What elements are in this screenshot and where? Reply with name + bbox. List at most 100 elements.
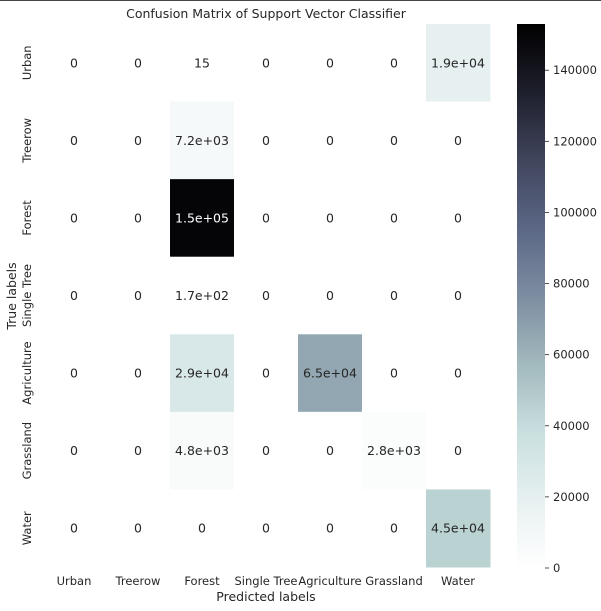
heatmap-cell [362, 256, 427, 335]
heatmap-cell [298, 489, 363, 568]
figure-top-border [0, 0, 601, 1]
heatmap-cell [106, 101, 171, 180]
y-tick-label: Urban [20, 45, 34, 80]
heatmap-annotations: 0 0 15 0 0 0 1.9e+04 0 0 7.2e+03 0 0 0 0 0 0 1.5e+05 0 0 0 0… [70, 55, 485, 535]
y-tick-labels: Urban Treerow Forest Single Tree Agriculture… [20, 45, 34, 545]
cell-annotation: 0 [390, 133, 398, 148]
heatmap-cell [42, 334, 107, 413]
cell-annotation: 0 [70, 288, 78, 303]
cell-annotation: 4.8e+03 [175, 443, 229, 458]
heatmap-cell [298, 179, 363, 258]
cell-annotation: 0 [326, 210, 334, 225]
cell-annotation: 0 [390, 521, 398, 536]
heatmap-cell [106, 489, 171, 568]
cell-annotation: 0 [134, 133, 142, 148]
heatmap-cell [234, 24, 299, 103]
cell-annotation: 0 [70, 521, 78, 536]
heatmap-cell [42, 411, 107, 490]
heatmap-cell [234, 489, 299, 568]
cell-annotation: 0 [326, 55, 334, 70]
cell-annotation: 0 [390, 366, 398, 381]
heatmap-cell [106, 334, 171, 413]
cell-annotation: 0 [134, 55, 142, 70]
colorbar-tick-label: 60000 [553, 348, 590, 362]
heatmap-cell [42, 101, 107, 180]
colorbar-tick-label: 100000 [553, 205, 597, 219]
cell-annotation: 0 [262, 521, 270, 536]
heatmap-cell [106, 256, 171, 335]
heatmap-cell [170, 334, 235, 413]
heatmap-cell [42, 256, 107, 335]
heatmap-cell [106, 179, 171, 258]
colorbar-ticks: 0 20000 40000 60000 80000 100000 120000 140000 [545, 63, 597, 575]
heatmap-cell [426, 256, 491, 335]
heatmap-cell [362, 334, 427, 413]
cell-annotation: 0 [70, 366, 78, 381]
x-tick-label: Treerow [115, 574, 161, 588]
cell-annotation: 0 [390, 210, 398, 225]
colorbar-tick-label: 40000 [553, 419, 590, 433]
heatmap-cell [170, 101, 235, 180]
heatmap-cell [426, 24, 491, 103]
cell-annotation: 2.9e+04 [175, 366, 229, 381]
y-tick-label: Agriculture [20, 341, 34, 404]
y-tick-label: Grassland [20, 422, 34, 480]
x-tick-label: Agriculture [298, 574, 361, 588]
cell-annotation: 0 [262, 133, 270, 148]
cell-annotation: 0 [326, 133, 334, 148]
heatmap-cell [298, 24, 363, 103]
cell-annotation: 0 [262, 55, 270, 70]
heatmap-cell [426, 489, 491, 568]
x-axis-label: Predicted labels [216, 589, 315, 604]
cell-annotation: 0 [454, 366, 462, 381]
colorbar-tick-label: 80000 [553, 277, 590, 291]
cell-annotation: 0 [198, 521, 206, 536]
heatmap-cells [42, 24, 491, 568]
heatmap-cell [170, 411, 235, 490]
cell-annotation: 0 [454, 288, 462, 303]
heatmap-cell [234, 256, 299, 335]
heatmap-cell [298, 334, 363, 413]
cell-annotation: 2.8e+03 [367, 443, 421, 458]
cell-annotation: 7.2e+03 [175, 133, 229, 148]
cell-annotation: 4.5e+04 [431, 521, 485, 536]
cell-annotation: 0 [262, 288, 270, 303]
y-axis-label: True labels [4, 262, 19, 330]
heatmap-cell [42, 179, 107, 258]
chart-title: Confusion Matrix of Support Vector Class… [126, 6, 407, 21]
x-tick-label: Forest [184, 574, 220, 588]
heatmap-cell [170, 256, 235, 335]
cell-annotation: 0 [390, 288, 398, 303]
cell-annotation: 1.7e+02 [175, 288, 229, 303]
y-tick-label: Treerow [20, 118, 34, 164]
heatmap-cell [170, 489, 235, 568]
heatmap-cell [426, 179, 491, 258]
cell-annotation: 0 [326, 521, 334, 536]
y-tick-label: Forest [20, 200, 34, 236]
cell-annotation: 0 [134, 210, 142, 225]
cell-annotation: 0 [70, 133, 78, 148]
cell-annotation: 0 [454, 133, 462, 148]
heatmap-cell [106, 24, 171, 103]
cell-annotation: 0 [70, 443, 78, 458]
colorbar-tick-label: 0 [553, 561, 560, 575]
heatmap-cell [234, 334, 299, 413]
heatmap-cell [362, 411, 427, 490]
cell-annotation: 1.5e+05 [175, 210, 229, 225]
cell-annotation: 0 [454, 443, 462, 458]
cell-annotation: 6.5e+04 [303, 366, 357, 381]
y-tick-label: Single Tree [20, 264, 34, 327]
cell-annotation: 0 [134, 288, 142, 303]
cell-annotation: 0 [262, 443, 270, 458]
heatmap-cell [298, 411, 363, 490]
cell-annotation: 0 [326, 288, 334, 303]
heatmap-cell [362, 101, 427, 180]
x-tick-label: Single Tree [235, 574, 298, 588]
cell-annotation: 0 [390, 55, 398, 70]
x-tick-label: Water [441, 574, 475, 588]
cell-annotation: 0 [134, 366, 142, 381]
cell-annotation: 0 [262, 210, 270, 225]
x-tick-label: Urban [57, 574, 92, 588]
heatmap-cell [426, 411, 491, 490]
